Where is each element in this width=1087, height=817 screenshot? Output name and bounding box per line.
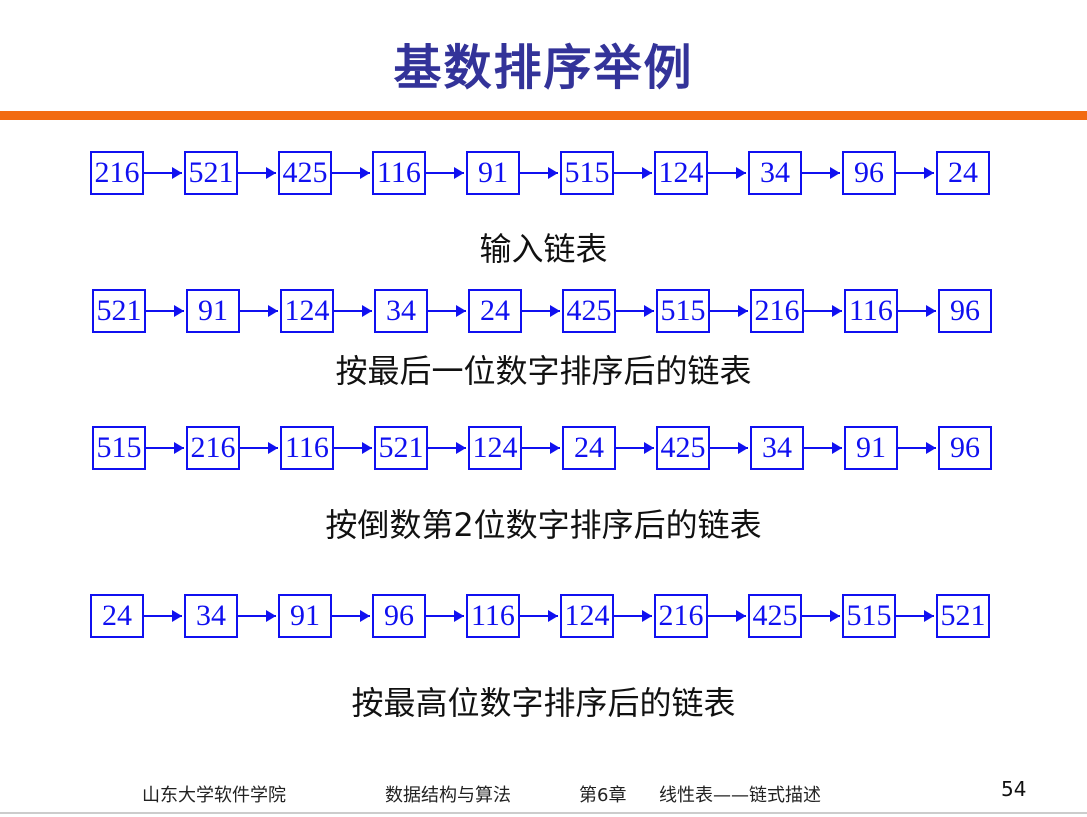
arrow-icon (426, 167, 464, 179)
linked-list-pass3: 24 34 91 96 116 124 216 425 515 521 (0, 594, 1087, 640)
list-node: 521 (92, 289, 146, 333)
list-node: 34 (374, 289, 428, 333)
arrow-icon (520, 610, 558, 622)
arrow-icon (144, 167, 182, 179)
arrow-icon (896, 610, 934, 622)
list-node: 96 (372, 594, 426, 638)
list-node: 116 (372, 151, 426, 195)
arrow-icon (334, 442, 372, 454)
footer-chapter: 第6章 (579, 785, 627, 806)
list-node: 24 (562, 426, 616, 470)
caption-input: 输入链表 (479, 230, 608, 268)
arrow-icon (240, 442, 278, 454)
footer-school: 山东大学软件学院 (142, 785, 286, 806)
list-node: 515 (656, 289, 710, 333)
list-node: 34 (750, 426, 804, 470)
arrow-icon (522, 305, 560, 317)
list-node: 96 (938, 289, 992, 333)
caption-pass2: 按倒数第2位数字排序后的链表 (325, 506, 762, 544)
arrow-icon (802, 610, 840, 622)
arrow-icon (428, 442, 466, 454)
list-node: 425 (748, 594, 802, 638)
list-node: 34 (184, 594, 238, 638)
list-node: 91 (278, 594, 332, 638)
list-node: 124 (654, 151, 708, 195)
arrow-icon (710, 305, 748, 317)
list-node: 34 (748, 151, 802, 195)
arrow-icon (240, 305, 278, 317)
list-node: 425 (656, 426, 710, 470)
list-node: 24 (90, 594, 144, 638)
list-node: 116 (466, 594, 520, 638)
list-node: 116 (280, 426, 334, 470)
arrow-icon (334, 305, 372, 317)
arrow-icon (144, 610, 182, 622)
linked-list-pass2: 515 216 116 521 124 24 425 34 91 96 (0, 426, 1087, 472)
linked-list-input: 216 521 425 116 91 515 124 34 96 24 (0, 151, 1087, 197)
slide-title: 基数排序举例 (393, 40, 694, 96)
list-node: 24 (936, 151, 990, 195)
list-node: 425 (562, 289, 616, 333)
arrow-icon (896, 167, 934, 179)
list-node: 515 (842, 594, 896, 638)
arrow-icon (332, 610, 370, 622)
accent-bar (0, 111, 1087, 120)
arrow-icon (332, 167, 370, 179)
arrow-icon (616, 442, 654, 454)
arrow-icon (898, 442, 936, 454)
list-node: 96 (938, 426, 992, 470)
list-node: 216 (90, 151, 144, 195)
list-node: 216 (750, 289, 804, 333)
caption-pass1: 按最后一位数字排序后的链表 (335, 352, 752, 390)
arrow-icon (146, 442, 184, 454)
arrow-icon (614, 167, 652, 179)
arrow-icon (520, 167, 558, 179)
list-node: 124 (468, 426, 522, 470)
arrow-icon (710, 442, 748, 454)
arrow-icon (898, 305, 936, 317)
arrow-icon (708, 167, 746, 179)
arrow-icon (614, 610, 652, 622)
list-node: 124 (280, 289, 334, 333)
list-node: 91 (844, 426, 898, 470)
list-node: 521 (184, 151, 238, 195)
arrow-icon (238, 610, 276, 622)
arrow-icon (428, 305, 466, 317)
list-node: 521 (936, 594, 990, 638)
list-node: 515 (560, 151, 614, 195)
arrow-icon (522, 442, 560, 454)
list-node: 116 (844, 289, 898, 333)
linked-list-pass1: 521 91 124 34 24 425 515 216 116 96 (0, 289, 1087, 335)
footer-divider (0, 812, 1087, 814)
list-node: 124 (560, 594, 614, 638)
arrow-icon (238, 167, 276, 179)
footer-course: 数据结构与算法 (385, 785, 511, 806)
arrow-icon (616, 305, 654, 317)
list-node: 24 (468, 289, 522, 333)
arrow-icon (804, 442, 842, 454)
list-node: 515 (92, 426, 146, 470)
list-node: 216 (654, 594, 708, 638)
page-number: 54 (1001, 777, 1027, 801)
caption-pass3: 按最高位数字排序后的链表 (351, 684, 736, 722)
list-node: 521 (374, 426, 428, 470)
arrow-icon (426, 610, 464, 622)
list-node: 425 (278, 151, 332, 195)
arrow-icon (802, 167, 840, 179)
list-node: 96 (842, 151, 896, 195)
arrow-icon (708, 610, 746, 622)
arrow-icon (146, 305, 184, 317)
list-node: 91 (466, 151, 520, 195)
list-node: 91 (186, 289, 240, 333)
arrow-icon (804, 305, 842, 317)
footer-topic: 线性表——链式描述 (659, 785, 821, 806)
list-node: 216 (186, 426, 240, 470)
